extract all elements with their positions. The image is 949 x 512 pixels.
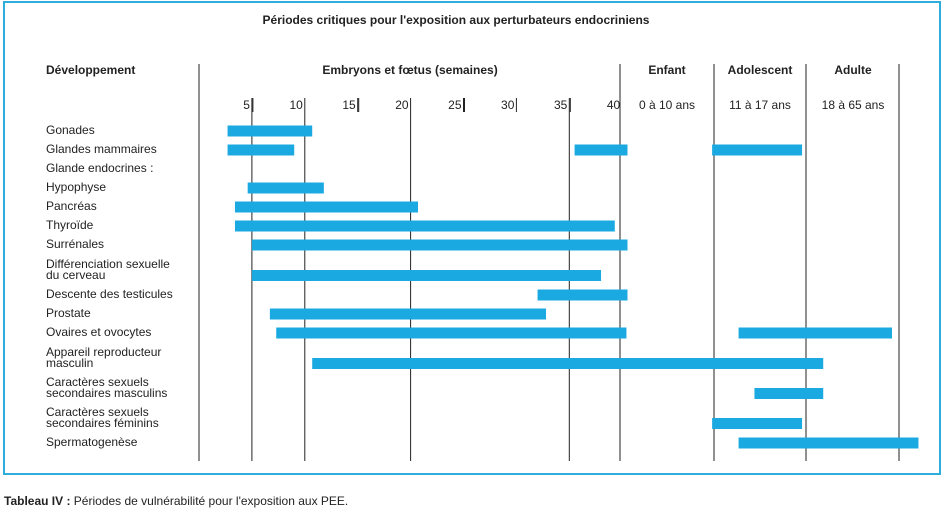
period-bar xyxy=(574,144,628,156)
caption: Tableau IV : Périodes de vulnérabilité p… xyxy=(4,494,348,508)
week-tick-label: 5 xyxy=(243,98,250,112)
row-label: masculin xyxy=(46,356,93,370)
caption-text: Périodes de vulnérabilité pour l'exposit… xyxy=(70,494,349,508)
row-label: Prostate xyxy=(46,306,91,320)
period-bar xyxy=(234,220,615,232)
period-bar xyxy=(251,239,628,251)
column-sublabel: 18 à 65 ans xyxy=(822,98,885,112)
period-bar xyxy=(312,358,824,369)
row-label: Caractères sexuels xyxy=(46,375,149,389)
period-bar xyxy=(712,144,803,156)
row-label: Pancréas xyxy=(46,199,97,213)
table-frame xyxy=(3,1,941,475)
column-header: Adulte xyxy=(834,63,872,77)
row-label: Thyroïde xyxy=(46,218,94,232)
period-bar xyxy=(537,289,628,301)
week-tick-label: 40 xyxy=(607,98,621,112)
week-tick-label: 25 xyxy=(448,98,462,112)
row-label: Appareil reproducteur xyxy=(46,345,161,359)
column-sublabel: 11 à 17 ans xyxy=(729,98,791,112)
caption-prefix: Tableau IV : xyxy=(4,494,71,508)
period-bar xyxy=(712,418,803,429)
period-bar xyxy=(247,182,324,194)
week-tick-label: 10 xyxy=(289,98,303,112)
row-label: Glandes mammaires xyxy=(46,142,157,156)
period-bar xyxy=(227,144,295,156)
week-tick-label: 35 xyxy=(554,98,568,112)
row-label: Spermatogenèse xyxy=(46,435,138,449)
row-label: secondaires masculins xyxy=(46,386,167,400)
row-label: Gonades xyxy=(46,123,95,137)
column-sublabel: 0 à 10 ans xyxy=(639,98,695,112)
row-label: du cerveau xyxy=(46,268,105,282)
row-label: Caractères sexuels xyxy=(46,405,149,419)
period-bar xyxy=(754,388,824,399)
week-tick-label: 15 xyxy=(342,98,356,112)
row-label: Descente des testicules xyxy=(46,287,173,301)
row-label: Hypophyse xyxy=(46,180,106,194)
row-label: Glande endocrines : xyxy=(46,161,153,175)
period-bar xyxy=(738,437,919,449)
period-bar xyxy=(234,201,419,213)
column-header: Enfant xyxy=(648,63,685,77)
period-bar xyxy=(227,125,313,137)
period-bar xyxy=(738,327,892,339)
column-header: Adolescent xyxy=(728,63,793,77)
row-label: Ovaires et ovocytes xyxy=(46,325,151,339)
row-label: secondaires féminins xyxy=(46,416,159,430)
chart-title: Périodes critiques pour l'exposition aux… xyxy=(263,13,650,27)
period-bar xyxy=(269,308,547,320)
week-tick-label: 20 xyxy=(395,98,409,112)
row-label: Différenciation sexuelle xyxy=(46,257,170,271)
period-bar xyxy=(251,270,602,281)
row-header: Développement xyxy=(46,63,135,77)
column-header: Embryons et fœtus (semaines) xyxy=(322,63,497,77)
week-tick-label: 30 xyxy=(501,98,515,112)
period-bar xyxy=(276,327,627,339)
row-label: Surrénales xyxy=(46,237,104,251)
